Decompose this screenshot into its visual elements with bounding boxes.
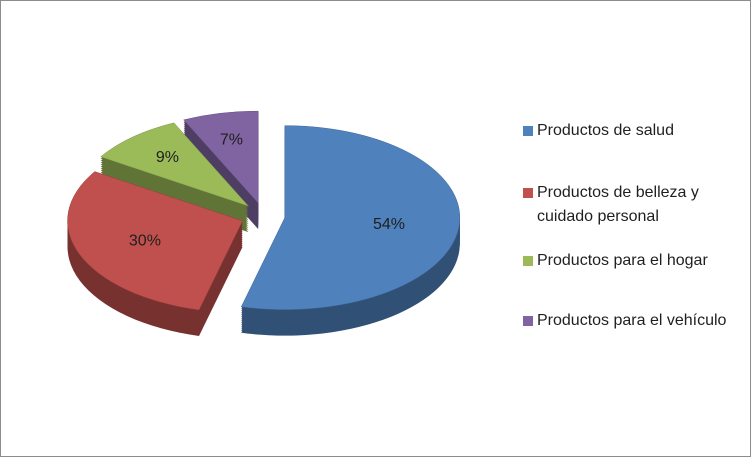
slice-group [67, 171, 243, 336]
legend-swatch [523, 316, 533, 326]
legend-label: Productos de belleza y cuidado personal [537, 184, 699, 225]
slice [183, 110, 259, 204]
slice [67, 171, 243, 311]
legend-swatch [523, 126, 533, 136]
legend-swatch [523, 188, 533, 198]
slice [100, 122, 250, 207]
legend-swatch [523, 256, 533, 266]
data-label: 9% [156, 149, 179, 166]
data-label: 54% [373, 216, 405, 233]
legend-item: Productos de belleza y cuidado personal [523, 181, 747, 229]
legend-item: Productos para el vehículo [523, 309, 747, 333]
legend-label: Productos para el vehículo [537, 312, 727, 329]
legend-item: Productos para el hogar [523, 249, 747, 273]
data-label: 30% [129, 232, 161, 249]
data-label: 7% [220, 131, 243, 148]
legend-label: Productos de salud [537, 122, 674, 139]
slice [240, 125, 461, 310]
slice-group [100, 122, 250, 233]
legend-item: Productos de salud [523, 119, 747, 143]
legend-label: Productos para el hogar [537, 252, 708, 269]
slice-group [240, 125, 461, 336]
